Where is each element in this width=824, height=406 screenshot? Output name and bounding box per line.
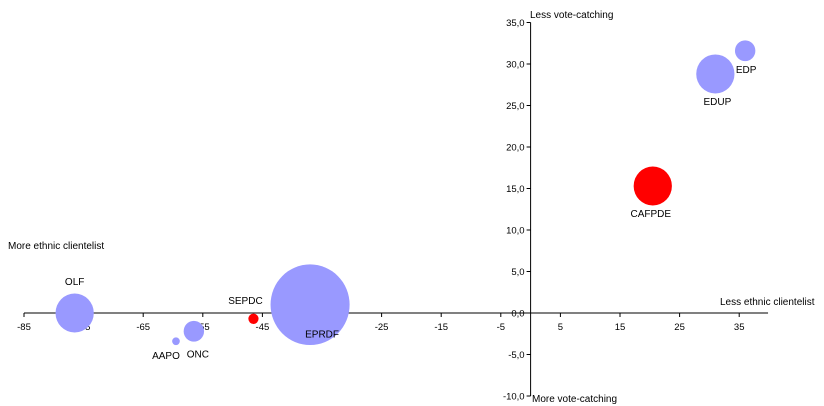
point-label-sepdc: SEPDC (228, 296, 262, 307)
bubble-edup (696, 54, 735, 94)
quadrant-label-bottom: More vote-catching (532, 394, 617, 405)
point-label-cafpde: CAFPDE (630, 209, 671, 220)
x-tick-label: -45 (256, 322, 270, 333)
bubble-olf (55, 293, 94, 333)
quadrant-label-top: Less vote-catching (530, 10, 613, 21)
y-tick-label: 10,0 (506, 226, 525, 237)
y-tick-label: -5,0 (508, 350, 524, 361)
y-tick-label: 25,0 (506, 101, 525, 112)
point-label-olf: OLF (65, 277, 84, 288)
bubble-cafpde (633, 166, 672, 206)
quadrant-label-left: More ethnic clientelist (8, 241, 104, 252)
x-tick-label: 25 (674, 322, 685, 333)
bubble-aapo (172, 337, 180, 346)
x-tick-label: -15 (434, 322, 448, 333)
y-tick-label: 20,0 (506, 143, 525, 154)
y-tick-label: 35,0 (506, 18, 525, 29)
bubble-edp (734, 40, 756, 62)
x-tick-label: 5 (558, 322, 563, 333)
point-labels: OLF AAPO ONC SEPDC EPRDF CAFPDE EDUP EDP (65, 65, 757, 362)
x-tick-label: -25 (375, 322, 389, 333)
point-label-onc: ONC (187, 349, 209, 360)
x-tick-label: -65 (136, 322, 150, 333)
x-tick-label: 35 (734, 322, 745, 333)
bubbles (55, 40, 756, 346)
y-tick-label: 5,0 (511, 267, 524, 278)
y-tick-label: 30,0 (506, 60, 525, 71)
point-label-edup: EDUP (703, 97, 731, 108)
point-label-eprdf: EPRDF (305, 330, 339, 341)
bubble-sepdc (248, 313, 259, 325)
quadrant-label-right: Less ethnic clientelist (720, 297, 815, 308)
point-label-edp: EDP (736, 65, 757, 76)
bubble-eprdf (270, 264, 350, 346)
y-tick-label: 0,0 (511, 309, 524, 320)
bubble-onc (183, 320, 205, 342)
x-tick-label: -5 (497, 322, 505, 333)
x-tick-label: -85 (17, 322, 31, 333)
y-tick-label: -10,0 (503, 392, 525, 403)
y-tick-label: 15,0 (506, 184, 525, 195)
x-tick-label: 15 (615, 322, 626, 333)
point-label-aapo: AAPO (152, 351, 180, 362)
